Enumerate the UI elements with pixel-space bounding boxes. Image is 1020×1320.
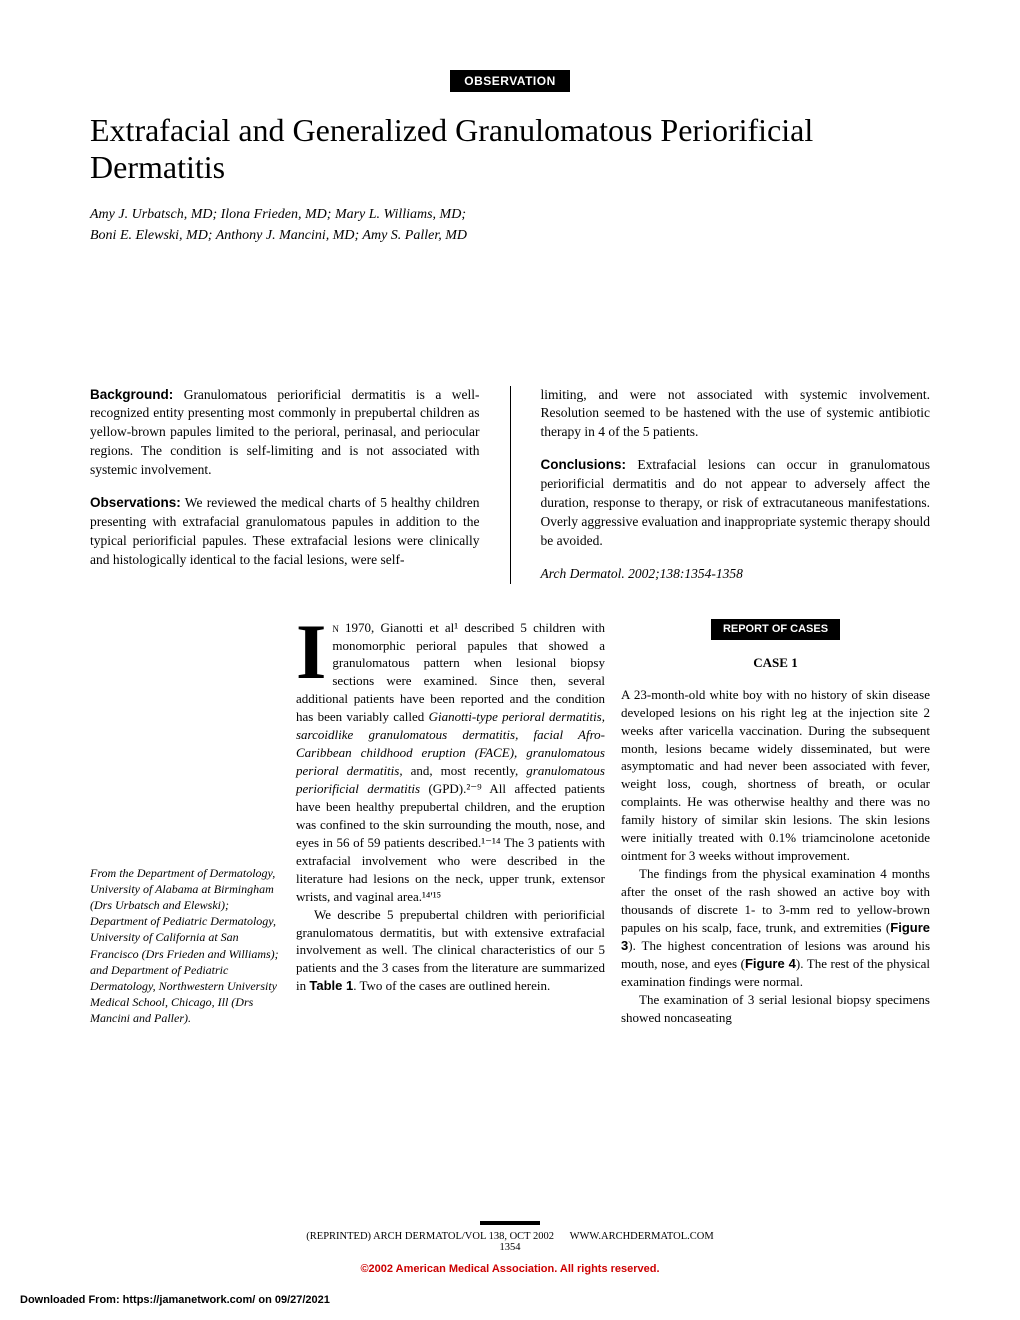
dropcap: I	[296, 623, 326, 682]
affiliation-text: From the Department of Dermatology, Univ…	[90, 865, 280, 1027]
observations-label: Observations:	[90, 495, 181, 510]
case1-paragraph-3: The examination of 3 serial lesional bio…	[621, 991, 930, 1027]
authors-line-1: Amy J. Urbatsch, MD; Ilona Frieden, MD; …	[90, 207, 466, 222]
authors-line-2: Boni E. Elewski, MD; Anthony J. Mancini,…	[90, 228, 467, 243]
intro-text-2a: and, most recently,	[403, 763, 527, 778]
body-column-2: REPORT OF CASES CASE 1 A 23-month-old wh…	[621, 619, 930, 1027]
article-body: From the Department of Dermatology, Univ…	[90, 619, 930, 1027]
case-1-label: CASE 1	[621, 654, 930, 672]
reprint-info: (REPRINTED) ARCH DERMATOL/VOL 138, OCT 2…	[306, 1231, 554, 1242]
page-footer: (REPRINTED) ARCH DERMATOL/VOL 138, OCT 2…	[0, 1221, 1020, 1275]
abstract-divider	[510, 386, 511, 584]
footer-rule	[480, 1221, 540, 1225]
citation: Arch Dermatol. 2002;138:1354-1358	[541, 565, 931, 584]
abstract-right-column: limiting, and were not associated with s…	[541, 386, 931, 584]
journal-url: WWW.ARCHDERMATOL.COM	[570, 1231, 714, 1242]
intro-text-2b: (GPD).²⁻⁹ All affected patients have bee…	[296, 781, 605, 904]
abstract-continuation: limiting, and were not associated with s…	[541, 386, 931, 443]
page-number: 1354	[500, 1242, 521, 1253]
author-list: Amy J. Urbatsch, MD; Ilona Frieden, MD; …	[90, 204, 930, 246]
affiliation-column: From the Department of Dermatology, Univ…	[90, 619, 280, 1027]
download-source: Downloaded From: https://jamanetwork.com…	[20, 1294, 330, 1306]
para2-text-b: . Two of the cases are outlined herein.	[353, 978, 550, 993]
abstract-block: Background: Granulomatous periorificial …	[90, 386, 930, 584]
abstract-left-column: Background: Granulomatous periorificial …	[90, 386, 480, 584]
table-reference: Table 1	[309, 978, 353, 993]
section-badge: OBSERVATION	[450, 70, 570, 92]
background-label: Background:	[90, 387, 173, 402]
article-title: Extrafacial and Generalized Granulomatou…	[90, 112, 930, 186]
conclusions-label: Conclusions:	[541, 457, 627, 472]
copyright-notice: ©2002 American Medical Association. All …	[0, 1263, 1020, 1275]
case1-p2-a: The findings from the physical examinati…	[621, 866, 930, 935]
report-cases-header: REPORT OF CASES	[711, 619, 840, 640]
figure-4-ref: Figure 4	[745, 956, 796, 971]
body-column-1: In 1970, Gianotti et al¹ described 5 chi…	[296, 619, 605, 1027]
case1-paragraph-1: A 23-month-old white boy with no history…	[621, 686, 930, 865]
